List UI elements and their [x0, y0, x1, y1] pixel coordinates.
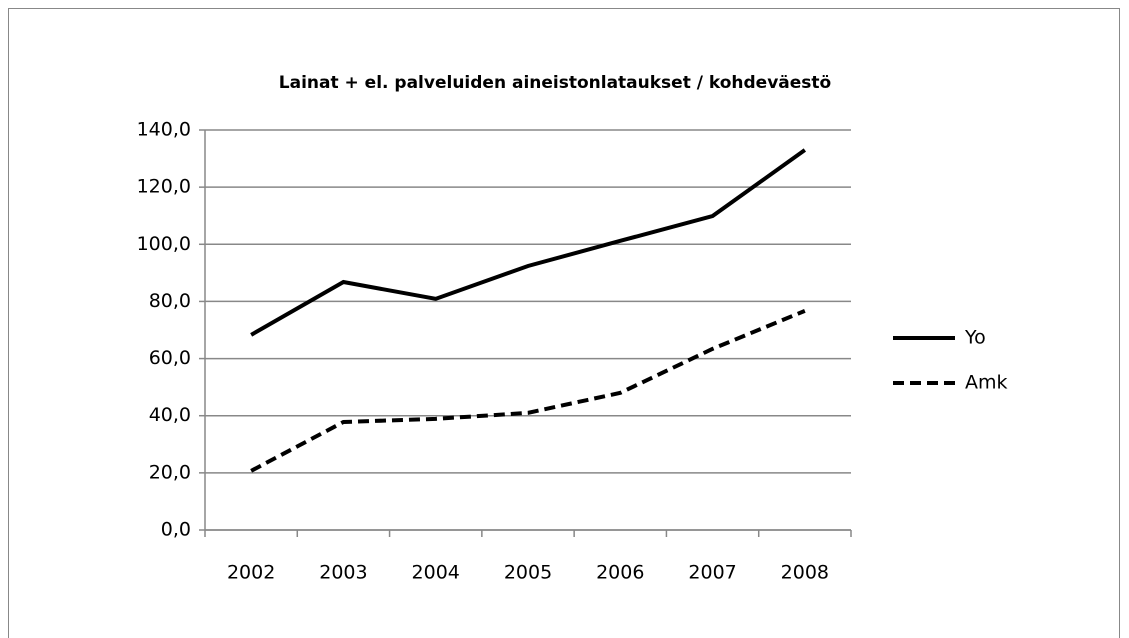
y-tick-label: 120,0: [137, 176, 191, 198]
series-line: [250, 309, 806, 473]
y-tick-label: 40,0: [149, 404, 191, 426]
chart-frame: [8, 8, 1120, 638]
y-tick-label: 80,0: [149, 290, 191, 312]
chart-title: Lainat + el. palveluiden aineistonlatauk…: [279, 73, 831, 93]
x-tick-label: 2003: [319, 562, 367, 584]
x-tick-label: 2005: [504, 562, 552, 584]
y-tick-label: 20,0: [149, 461, 191, 483]
x-tick-label: 2007: [688, 562, 736, 584]
series-line: [250, 148, 807, 337]
y-tick-label: 100,0: [137, 233, 191, 255]
x-tick-label: 2008: [781, 562, 829, 584]
y-tick-label: 0,0: [161, 519, 191, 541]
x-tick-label: 2004: [412, 562, 460, 584]
legend-label: Amk: [965, 372, 1008, 394]
y-tick-label: 140,0: [137, 119, 191, 141]
x-tick-label: 2006: [596, 562, 644, 584]
y-tick-label: 60,0: [149, 347, 191, 369]
legend-label: Yo: [964, 327, 986, 349]
x-tick-label: 2002: [227, 562, 275, 584]
